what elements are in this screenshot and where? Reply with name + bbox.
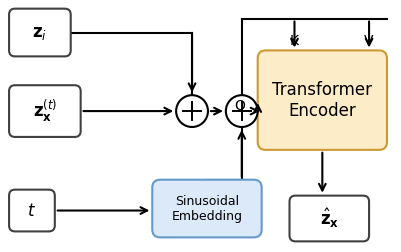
Text: $\hat{\mathbf{z}}_{\mathbf{x}}$: $\hat{\mathbf{z}}_{\mathbf{x}}$ [319,207,338,230]
Text: Transformer
Encoder: Transformer Encoder [271,81,371,119]
FancyBboxPatch shape [289,196,368,241]
Circle shape [176,95,207,127]
Text: Q: Q [233,98,244,112]
Text: V: V [363,35,373,48]
Circle shape [225,95,257,127]
Text: $\mathbf{z}_{\mathbf{x}}^{(t)}$: $\mathbf{z}_{\mathbf{x}}^{(t)}$ [32,98,57,124]
FancyBboxPatch shape [152,180,261,237]
Text: $t$: $t$ [27,202,36,219]
FancyBboxPatch shape [9,190,55,231]
Text: Sinusoidal
Embedding: Sinusoidal Embedding [171,195,242,223]
FancyBboxPatch shape [257,50,386,150]
Text: $\mathbf{z}_i$: $\mathbf{z}_i$ [32,23,47,42]
FancyBboxPatch shape [9,9,71,56]
Text: K: K [289,35,298,48]
FancyBboxPatch shape [9,85,81,137]
